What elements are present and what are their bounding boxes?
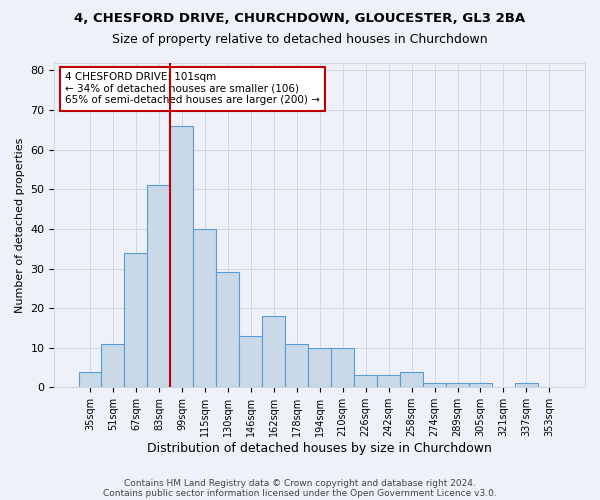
- Text: Contains HM Land Registry data © Crown copyright and database right 2024.: Contains HM Land Registry data © Crown c…: [124, 478, 476, 488]
- Bar: [446, 384, 469, 388]
- Text: 4 CHESFORD DRIVE: 101sqm
← 34% of detached houses are smaller (106)
65% of semi-: 4 CHESFORD DRIVE: 101sqm ← 34% of detach…: [65, 72, 320, 106]
- Bar: [79, 372, 101, 388]
- Bar: [124, 252, 148, 388]
- Bar: [515, 384, 538, 388]
- Bar: [423, 384, 446, 388]
- Bar: [354, 376, 377, 388]
- Bar: [400, 372, 423, 388]
- Y-axis label: Number of detached properties: Number of detached properties: [15, 137, 25, 312]
- Bar: [217, 272, 239, 388]
- Bar: [377, 376, 400, 388]
- Text: Contains public sector information licensed under the Open Government Licence v3: Contains public sector information licen…: [103, 488, 497, 498]
- Bar: [331, 348, 354, 388]
- Bar: [469, 384, 492, 388]
- Bar: [308, 348, 331, 388]
- X-axis label: Distribution of detached houses by size in Churchdown: Distribution of detached houses by size …: [147, 442, 492, 455]
- Text: 4, CHESFORD DRIVE, CHURCHDOWN, GLOUCESTER, GL3 2BA: 4, CHESFORD DRIVE, CHURCHDOWN, GLOUCESTE…: [74, 12, 526, 26]
- Bar: [262, 316, 285, 388]
- Bar: [170, 126, 193, 388]
- Bar: [193, 229, 217, 388]
- Bar: [101, 344, 124, 388]
- Bar: [148, 186, 170, 388]
- Bar: [285, 344, 308, 388]
- Bar: [239, 336, 262, 388]
- Text: Size of property relative to detached houses in Churchdown: Size of property relative to detached ho…: [112, 32, 488, 46]
